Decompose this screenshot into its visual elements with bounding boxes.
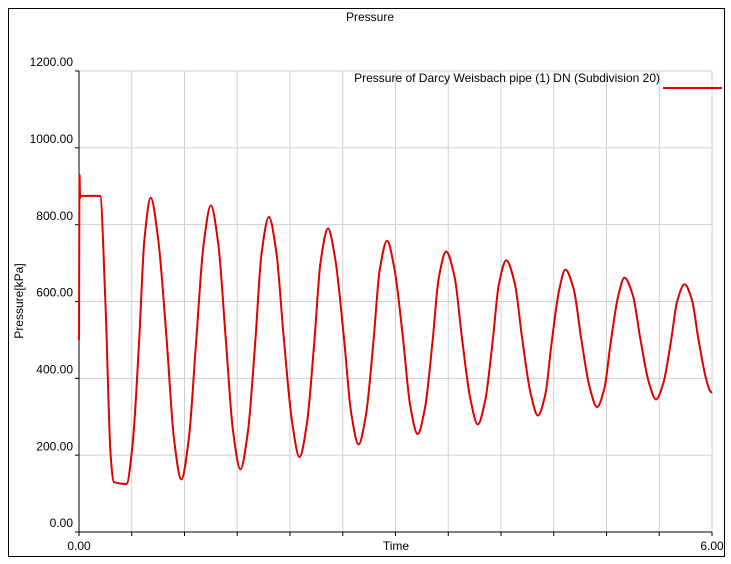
y-tick-label: 1000.00 (30, 132, 74, 146)
y-axis-label: Pressure[kPa] (12, 263, 26, 338)
y-tick-label: 200.00 (36, 439, 73, 453)
x-tick-label: 0.00 (67, 539, 91, 553)
x-tick-label: 6.00 (700, 539, 724, 553)
legend-label: Pressure of Darcy Weisbach pipe (1) DN (… (354, 71, 660, 85)
frame (8, 8, 725, 557)
y-tick-label: 800.00 (36, 209, 73, 223)
y-tick-label: 0.00 (50, 516, 74, 530)
y-tick-label: 600.00 (36, 286, 73, 300)
x-axis-label: Time (383, 539, 410, 553)
y-tick-label: 1200.00 (30, 55, 74, 69)
chart-title: Pressure (346, 10, 394, 24)
data-line (78, 173, 713, 485)
y-tick-label: 400.00 (36, 363, 73, 377)
